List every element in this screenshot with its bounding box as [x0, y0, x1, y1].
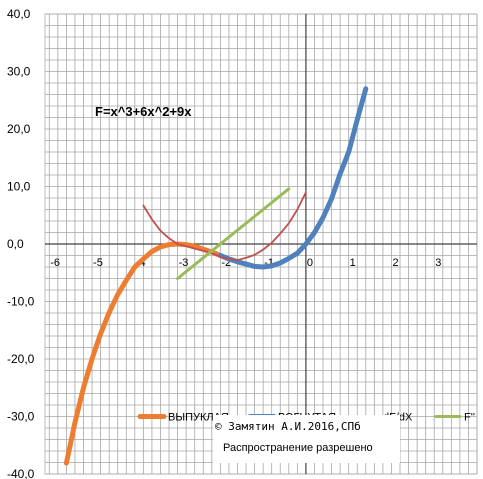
- y-tick-label: 10,0: [7, 180, 31, 194]
- y-tick-label: -20,0: [7, 352, 35, 366]
- copyright-text: © Замятин А.И.2016,СПб: [215, 420, 361, 433]
- y-tick-label: 30,0: [7, 65, 31, 79]
- y-tick-label: -10,0: [7, 295, 35, 309]
- y-tick-label: -30,0: [7, 410, 35, 424]
- x-tick-label: 2: [392, 257, 398, 269]
- y-tick-label: 40,0: [7, 7, 31, 21]
- watermark: © Замятин А.И.2016,СПб Распространение р…: [213, 415, 400, 463]
- x-tick-label: -2: [221, 257, 231, 269]
- y-tick-label: 0,0: [7, 237, 24, 251]
- license-text: Распространение разрешено: [223, 442, 373, 454]
- legend-label: F'': [464, 412, 475, 424]
- x-tick-label: 3: [435, 257, 441, 269]
- series-line-2: [142, 191, 307, 261]
- series-lines: [63, 86, 369, 466]
- y-tick-labels: 40,0 30,0 20,0 10,0 0,0 -10,0 -20,0 -30,0 -40,0: [7, 7, 35, 479]
- x-tick-label: -1: [264, 257, 274, 269]
- series-line-3: [176, 187, 291, 280]
- y-tick-label: 20,0: [7, 122, 31, 136]
- watermark-box: [213, 415, 400, 463]
- x-tick-label: -5: [93, 257, 103, 269]
- x-tick-label: -6: [50, 257, 60, 269]
- formula-label: F=x^3+6x^2+9x: [95, 104, 192, 119]
- y-tick-label: -40,0: [7, 467, 35, 479]
- x-tick-label: -3: [179, 257, 189, 269]
- x-tick-label: 1: [350, 257, 356, 269]
- x-tick-label: 0: [307, 257, 313, 269]
- series-line-1: [217, 86, 369, 270]
- series-line-0: [63, 241, 223, 466]
